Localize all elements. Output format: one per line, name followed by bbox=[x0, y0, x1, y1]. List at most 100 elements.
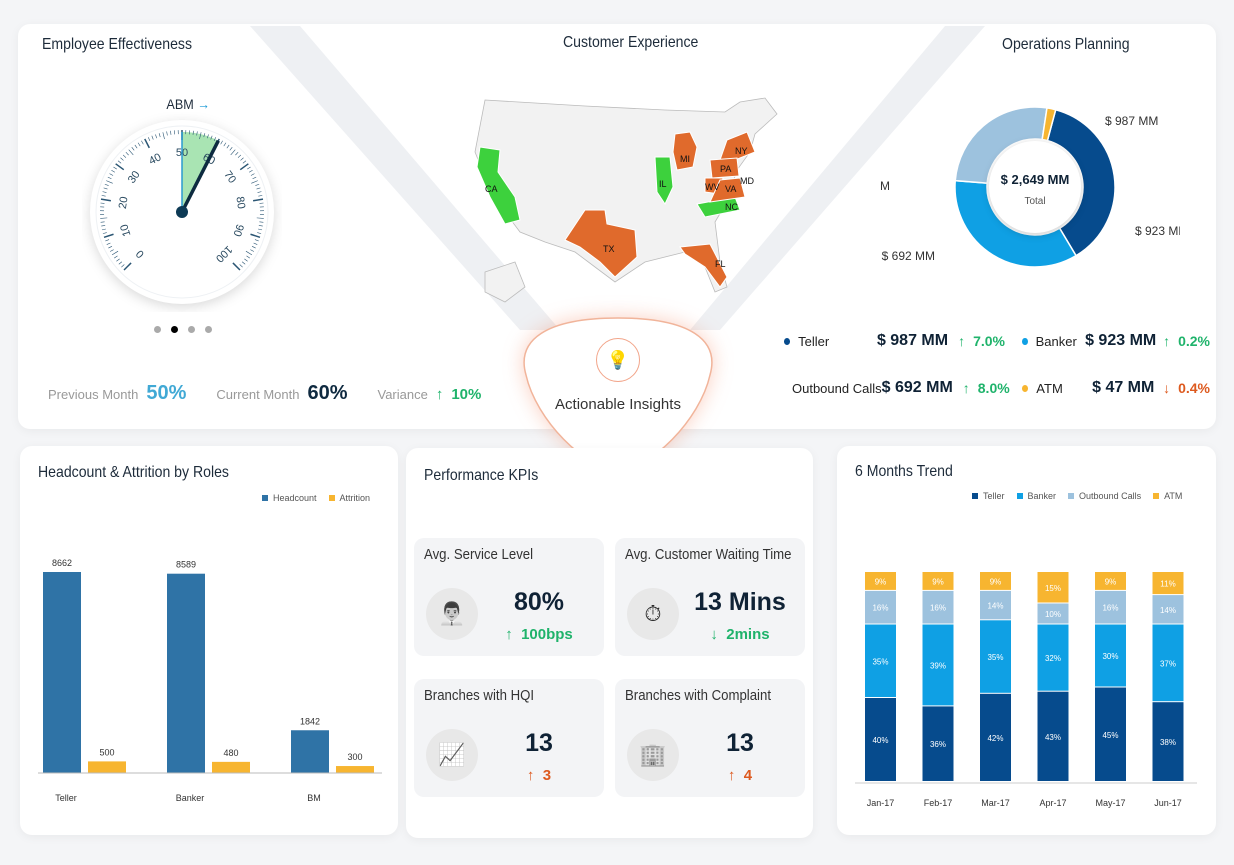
legend-item-banker: Banker $ 923 MM ↑ 0.2% bbox=[1018, 330, 1210, 352]
segment-label: 15% bbox=[1045, 584, 1061, 593]
kpi-value: 80% bbox=[513, 588, 565, 616]
pager-dot[interactable] bbox=[205, 326, 212, 333]
legend-change: 8.0% bbox=[977, 380, 1010, 396]
state-label: IL bbox=[659, 179, 667, 189]
actionable-insights-button[interactable]: Actionable Insights bbox=[555, 396, 681, 413]
arrow-up-icon: ↑ bbox=[435, 386, 444, 403]
stacked-bar-teller[interactable] bbox=[1095, 687, 1126, 782]
kpi-tile[interactable]: Branches with HQI 📈 13 ↑ 3 bbox=[414, 679, 604, 797]
alaska-shape bbox=[484, 261, 526, 303]
bar-attrition[interactable] bbox=[336, 766, 374, 773]
x-tick-label: Apr-17 bbox=[1039, 798, 1066, 808]
legend-name: Banker bbox=[1035, 333, 1077, 349]
donut-total-value: $ 2,649 MM bbox=[1001, 172, 1070, 187]
gauge-tick-label: 80 bbox=[233, 196, 247, 210]
pager-dot[interactable] bbox=[188, 326, 195, 333]
stacked-bar-banker[interactable] bbox=[1037, 624, 1069, 691]
stacked-bar-teller[interactable] bbox=[1152, 702, 1184, 781]
stacked-bar-banker[interactable] bbox=[865, 624, 896, 698]
segment-label: 35% bbox=[872, 657, 888, 666]
segment-label: 14% bbox=[987, 602, 1003, 611]
us-map[interactable]: MI NY PA MD WV VA TX FL CA IL NC bbox=[465, 92, 785, 307]
segment-label: 10% bbox=[1045, 610, 1061, 619]
stacked-bar-atm[interactable] bbox=[1152, 572, 1184, 595]
stacked-bar-teller[interactable] bbox=[922, 706, 954, 781]
pager-dot[interactable] bbox=[171, 326, 178, 333]
legend-name: Teller bbox=[798, 333, 830, 349]
segment-label: 14% bbox=[1160, 606, 1176, 615]
state-label: FL bbox=[715, 259, 726, 269]
bar-headcount[interactable] bbox=[43, 572, 81, 773]
donut-slice[interactable] bbox=[1046, 108, 1116, 257]
bar-attrition[interactable] bbox=[88, 761, 126, 773]
state-mi bbox=[672, 131, 698, 171]
segment-label: 9% bbox=[990, 577, 1002, 586]
gauge-tick-label: 10 bbox=[118, 223, 133, 238]
bar-attrition[interactable] bbox=[212, 761, 250, 773]
gauge-label: ABM bbox=[166, 96, 194, 112]
growth-icon: 📈 bbox=[426, 729, 478, 781]
kpi-tile[interactable]: Avg. Customer Waiting Time ⏱ 13 Mins ↓ 2min… bbox=[615, 538, 805, 656]
variance-value: 10% bbox=[451, 386, 482, 403]
customer-experience-title: Customer Experience bbox=[563, 34, 699, 51]
bar-headcount[interactable] bbox=[291, 730, 329, 773]
stacked-bar-banker[interactable] bbox=[980, 620, 1011, 693]
gauge-tick-label: 70 bbox=[221, 169, 238, 186]
segment-label: 32% bbox=[1045, 654, 1061, 663]
segment-label: 30% bbox=[1102, 652, 1118, 661]
trend-title: 6 Months Trend bbox=[855, 463, 953, 480]
stacked-bar-banker[interactable] bbox=[1095, 624, 1126, 687]
gauge-pager[interactable] bbox=[154, 326, 212, 333]
gauge-selector[interactable]: ABM → bbox=[166, 96, 209, 112]
stacked-bar-outbound-calls[interactable] bbox=[1152, 595, 1184, 624]
kpi-tile[interactable]: Avg. Service Level 👨‍💼 80% ↑ 100bps bbox=[414, 538, 604, 656]
legend-change: 7.0% bbox=[973, 333, 1005, 349]
segment-label: 9% bbox=[1105, 577, 1117, 586]
stacked-bar-atm[interactable] bbox=[922, 572, 954, 590]
lightbulb-icon: 💡 bbox=[596, 338, 640, 382]
stacked-bar-outbound-calls[interactable] bbox=[922, 590, 954, 624]
stacked-bar-teller[interactable] bbox=[865, 698, 896, 781]
kpi-tile[interactable]: Branches with Complaint 🏢 13 ↑ 4 bbox=[615, 679, 805, 797]
abm-gauge: 0102030405060708090100 bbox=[90, 120, 274, 304]
donut-slice[interactable] bbox=[1041, 107, 1057, 142]
curr-month-value: 60% bbox=[307, 382, 348, 404]
employee-summary: Previous Month 50% Current Month 60% Var… bbox=[48, 382, 481, 405]
kpi-value: 13 Mins bbox=[694, 588, 786, 616]
stacked-bar-atm[interactable] bbox=[865, 572, 896, 590]
stacked-bar-atm[interactable] bbox=[1037, 572, 1069, 603]
kpi-delta: ↑ 3 bbox=[484, 767, 594, 784]
stacked-bar-teller[interactable] bbox=[980, 693, 1011, 781]
x-tick-label: Teller bbox=[55, 793, 77, 803]
kpi-delta: ↑ 4 bbox=[685, 767, 795, 784]
stacked-bar-outbound-calls[interactable] bbox=[1037, 603, 1069, 624]
segment-label: 38% bbox=[1160, 738, 1176, 747]
stacked-bar-teller[interactable] bbox=[1037, 691, 1069, 781]
stacked-bar-outbound-calls[interactable] bbox=[980, 590, 1011, 620]
legend-item-outbound-calls: Outbound Calls $ 692 MM ↑ 8.0% bbox=[780, 377, 1010, 399]
gauge-hub bbox=[176, 206, 188, 218]
kpis-title: Performance KPIs bbox=[424, 467, 539, 484]
stacked-bar-outbound-calls[interactable] bbox=[1095, 590, 1126, 624]
state-fl bbox=[679, 243, 728, 288]
stacked-bar-outbound-calls[interactable] bbox=[865, 590, 896, 624]
bar-value-label: 8589 bbox=[176, 560, 196, 570]
pager-dot[interactable] bbox=[154, 326, 161, 333]
stacked-bar-banker[interactable] bbox=[922, 624, 954, 706]
stacked-bar-atm[interactable] bbox=[980, 572, 1011, 590]
curr-month-label: Current Month bbox=[216, 387, 300, 402]
bar-headcount[interactable] bbox=[167, 573, 205, 773]
agent-queue-icon: 👨‍💼 bbox=[426, 588, 478, 640]
kpi-title: Avg. Customer Waiting Time bbox=[625, 546, 792, 563]
state-label: NY bbox=[735, 146, 748, 156]
complaint-building-icon: 🏢 bbox=[627, 729, 679, 781]
x-tick-label: Feb-17 bbox=[924, 798, 953, 808]
trend-chart: 40% 35% 16% 9% Jan-17 36% 39% 16% 9% Feb-17 42% 35%… bbox=[855, 572, 1197, 808]
bar-value-label: 8662 bbox=[52, 558, 72, 568]
stacked-bar-atm[interactable] bbox=[1095, 572, 1126, 590]
stacked-bar-banker[interactable] bbox=[1152, 624, 1184, 702]
state-il bbox=[654, 156, 674, 206]
legend-change: 0.2% bbox=[1178, 333, 1210, 349]
donut-slice[interactable] bbox=[954, 179, 1078, 268]
state-label: MI bbox=[680, 154, 690, 164]
